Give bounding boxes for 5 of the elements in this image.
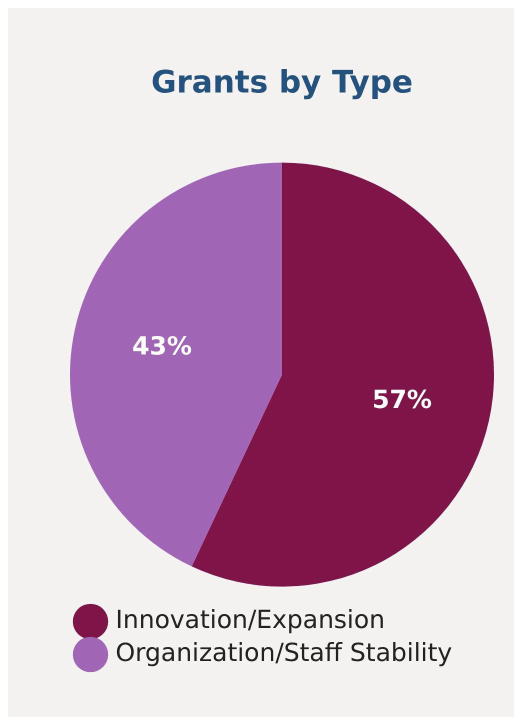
- legend-label: Innovation/Expansion: [116, 605, 386, 634]
- data-label: 43%: [132, 331, 192, 360]
- data-label: 57%: [372, 384, 432, 414]
- chart-title: Grants by Type: [151, 64, 413, 101]
- legend-label: Organization/Staff Stability: [116, 638, 452, 667]
